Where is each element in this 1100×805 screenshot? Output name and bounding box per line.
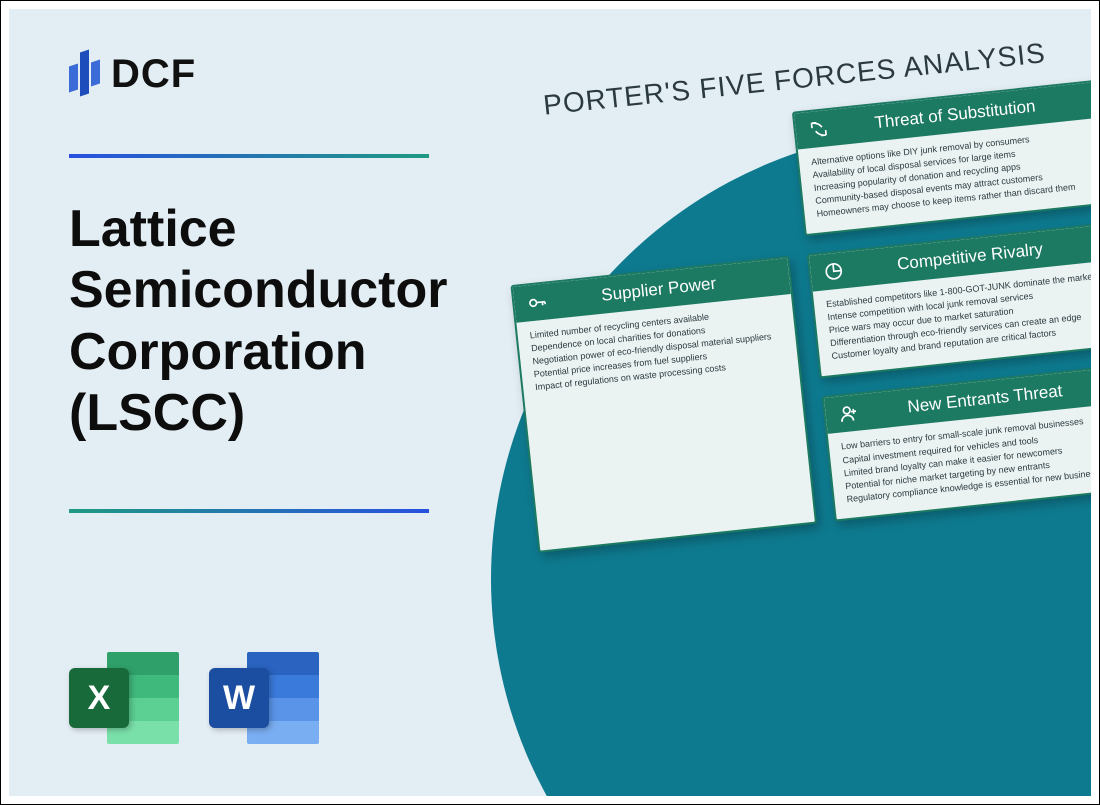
pie-icon	[822, 259, 846, 283]
file-icons: X W	[69, 646, 319, 751]
user-add-icon	[837, 402, 861, 426]
card-rivalry: Competitive Rivalry Established competit…	[807, 222, 1091, 379]
excel-icon: X	[69, 646, 179, 751]
card-supplier: Supplier Power Limited number of recycli…	[510, 256, 817, 552]
key-icon	[525, 291, 549, 315]
divider-top	[69, 154, 429, 158]
card-entrants: New Entrants Threat Low barriers to entr…	[822, 364, 1091, 521]
infographic-canvas: DCF Lattice Semiconductor Corporation (L…	[0, 0, 1100, 805]
excel-badge: X	[69, 668, 129, 728]
dcf-logo: DCF	[69, 47, 196, 101]
inner-panel: DCF Lattice Semiconductor Corporation (L…	[9, 9, 1091, 796]
logo-bars-icon	[69, 47, 103, 101]
divider-bottom	[69, 509, 429, 513]
card-substitution: Threat of Substitution Alternative optio…	[792, 79, 1091, 236]
logo-text: DCF	[111, 52, 196, 97]
porters-graphic: PORTER'S FIVE FORCES ANALYSIS Threat of …	[465, 29, 1091, 555]
refresh-icon	[807, 117, 831, 141]
word-badge: W	[209, 668, 269, 728]
word-icon: W	[209, 646, 319, 751]
page-title: Lattice Semiconductor Corporation (LSCC)	[69, 199, 489, 444]
